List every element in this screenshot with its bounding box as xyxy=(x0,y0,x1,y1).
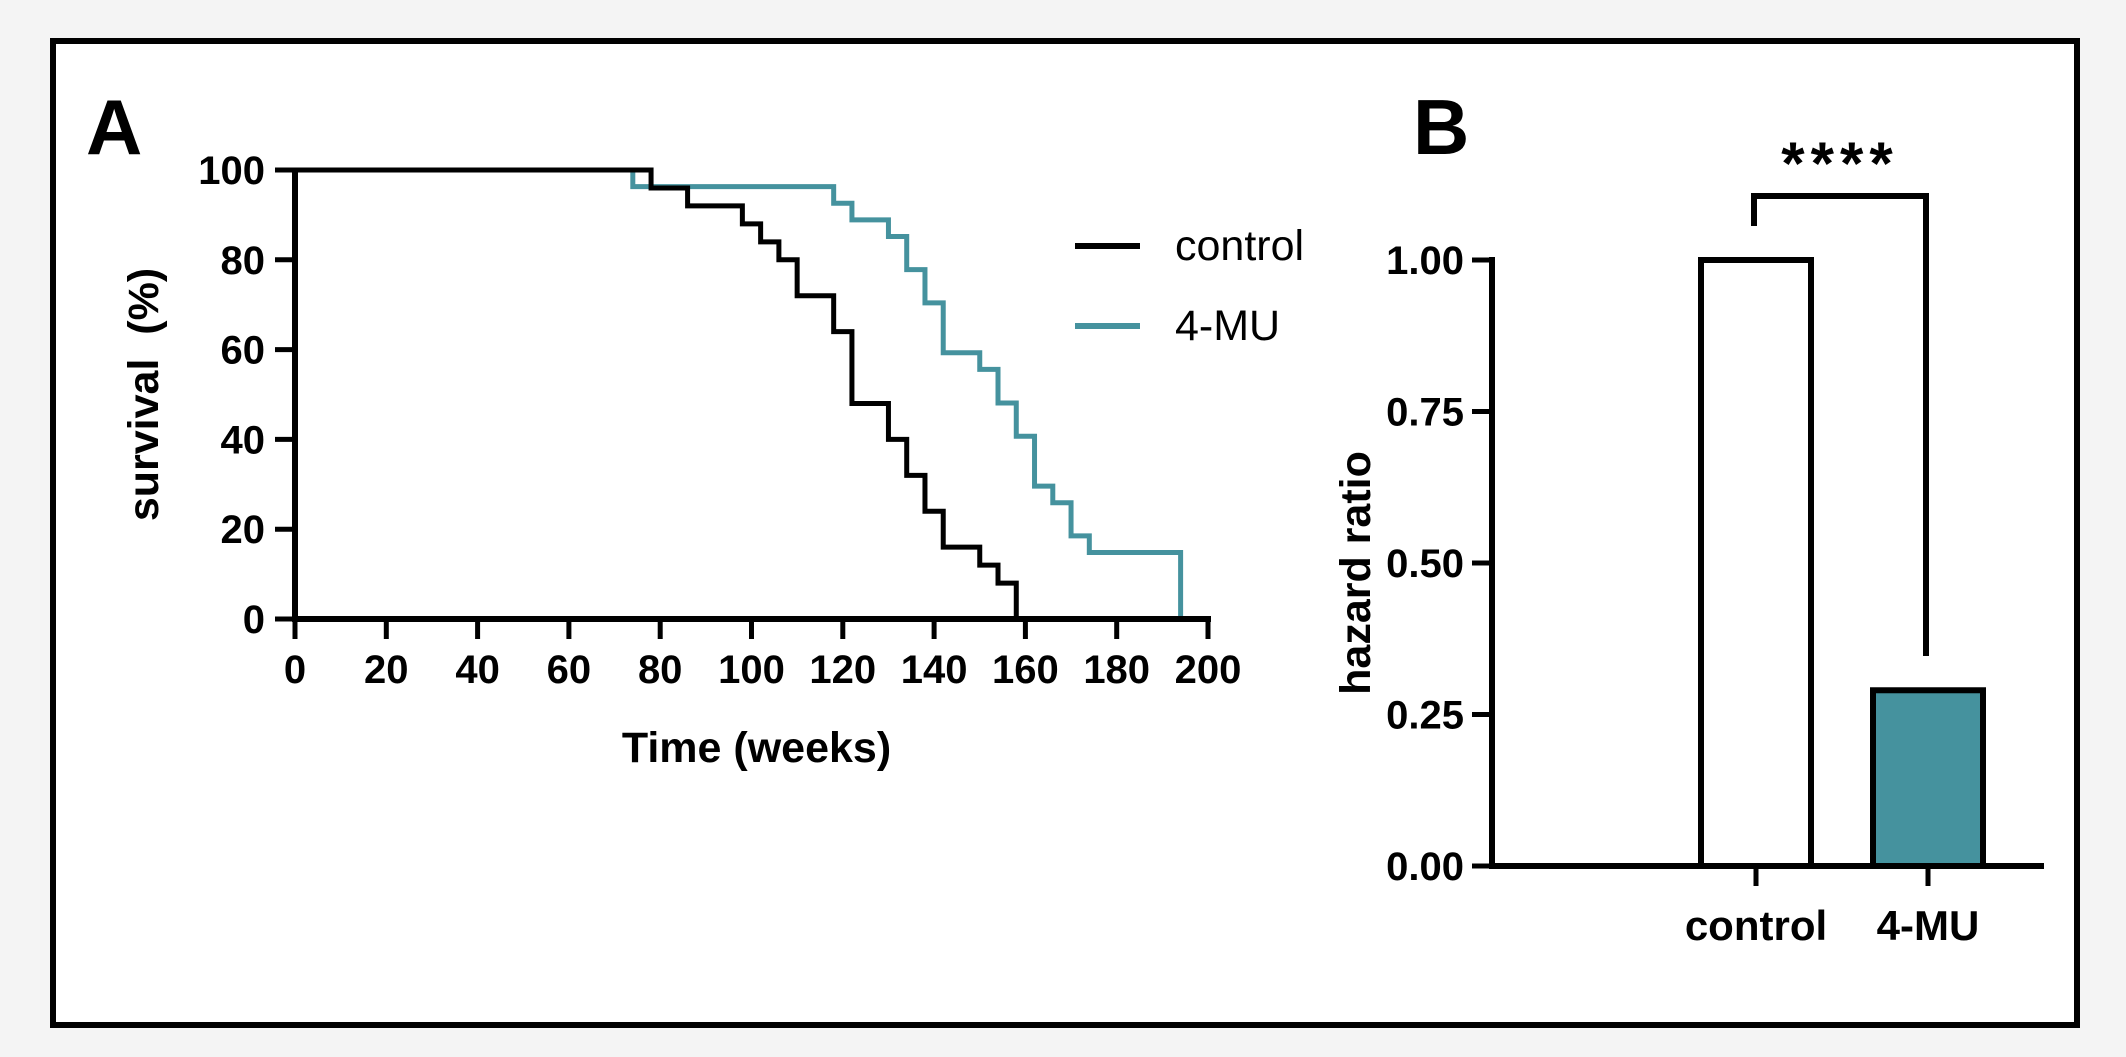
x-tick-label: 180 xyxy=(1083,648,1150,692)
y-tick-label: 60 xyxy=(221,329,266,373)
x-tick-label: 60 xyxy=(547,648,592,692)
y-tick-label: 0 xyxy=(243,598,265,642)
hazard-ratio-chart: control 4-MU 0.00 0.25 0.50 0.75 1.00 hazard ra… xyxy=(1332,130,2044,949)
y-tick-label: 40 xyxy=(221,418,266,462)
x-tick-label: 120 xyxy=(809,648,876,692)
legend-label-4-mu: 4-MU xyxy=(1175,302,1280,350)
x-tick-label: 0 xyxy=(284,648,306,692)
x-tick-label: 20 xyxy=(364,648,409,692)
x-tick-label: 4-MU xyxy=(1877,902,1980,949)
x-tick-label: 160 xyxy=(992,648,1059,692)
y-tick-label: 0.00 xyxy=(1386,845,1464,889)
series-line-control xyxy=(295,167,1019,619)
panel-b-label: B xyxy=(1413,83,1469,171)
x-axis-label: Time (weeks) xyxy=(622,724,891,772)
figure-svg: A B 0 20 40 60 80 100 120 140 160 180 200 0 20 40 60 80… xyxy=(86,83,2044,949)
y-tick-label: 1.00 xyxy=(1386,239,1464,283)
bar-4-mu xyxy=(1870,687,1986,870)
figure-frame: A B 0 20 40 60 80 100 120 140 160 180 200 0 20 40 60 80… xyxy=(50,38,2080,1028)
bar-control xyxy=(1698,257,1814,869)
series-line-4-mu xyxy=(295,167,1184,619)
legend-label-control: control xyxy=(1175,222,1304,270)
x-tick-label: control xyxy=(1685,902,1827,949)
x-tick-label: 140 xyxy=(901,648,968,692)
y-tick-label: 0.25 xyxy=(1386,694,1464,738)
survival-chart: 0 20 40 60 80 100 120 140 160 180 200 0 20 40 60 80 100 T… xyxy=(120,149,1304,772)
x-tick-label: 100 xyxy=(718,648,785,692)
y-tick-label: 100 xyxy=(198,149,265,193)
y-tick-label: 80 xyxy=(221,239,266,283)
significance-marker: **** xyxy=(1781,130,1898,197)
significance-bracket xyxy=(1751,193,1929,656)
x-tick-label: 200 xyxy=(1175,648,1242,692)
y-tick-label: 0.50 xyxy=(1386,542,1464,586)
y-axis-label: survival (%) xyxy=(120,268,168,521)
y-tick-label: 0.75 xyxy=(1386,391,1464,435)
y-axis-label: hazard ratio xyxy=(1332,451,1380,695)
y-tick-label: 20 xyxy=(221,508,266,552)
x-tick-label: 80 xyxy=(638,648,683,692)
panel-a-label: A xyxy=(86,83,142,171)
x-tick-label: 40 xyxy=(455,648,500,692)
